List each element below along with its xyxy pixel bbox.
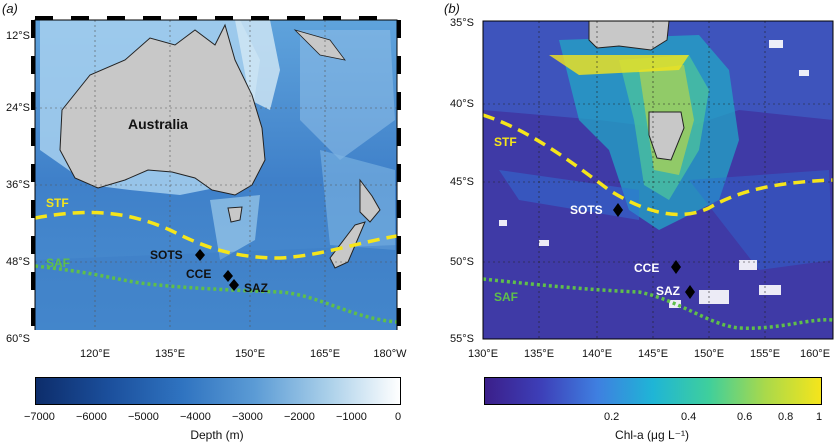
new-zealand	[359, 178, 381, 223]
lon-label-b-4: 150°E	[693, 348, 725, 360]
lon-label-b-3: 145°E	[637, 348, 669, 360]
depth-tick-5: −2000	[284, 411, 315, 423]
depth-tick-0: −7000	[24, 411, 55, 423]
lat-label-a-3: 48°S	[6, 256, 30, 268]
depth-tick-1: −6000	[76, 411, 107, 423]
lon-label-b-0: 130°E	[467, 348, 499, 360]
panel-a-letter: (a)	[2, 1, 18, 16]
saz-station-marker	[229, 279, 239, 291]
chl-tick-2: 0.6	[737, 411, 753, 423]
depth-tick-4: −3000	[232, 411, 263, 423]
chl-tick-1: 0.4	[681, 411, 697, 423]
bathymetry-map	[31, 16, 401, 330]
lon-label-a-0: 120°E	[79, 348, 111, 360]
lon-label-a-1: 135°E	[154, 348, 186, 360]
lat-label-a-0: 12°S	[6, 30, 30, 42]
stf-label-a: STF	[46, 196, 69, 210]
depth-tick-2: −5000	[128, 411, 159, 423]
lon-label-b-2: 140°E	[581, 348, 613, 360]
saz-station-marker-b	[685, 285, 695, 299]
stf-front-line	[35, 210, 397, 260]
lon-label-b-6: 160°E	[799, 348, 831, 360]
station-label-sots-b: SOTS	[570, 203, 603, 217]
mainland-coast	[588, 21, 670, 51]
depth-colorbar	[35, 377, 401, 405]
station-label-saz-a: SAZ	[244, 281, 268, 295]
station-label-saz-b: SAZ	[656, 284, 680, 298]
tasmania	[227, 206, 243, 223]
lat-label-a-4: 60°S	[6, 333, 30, 345]
lat-label-b-0: 35°S	[450, 17, 474, 29]
tasmania-b	[648, 111, 685, 161]
chlorophyll-map	[482, 20, 834, 340]
cce-station-marker-b	[671, 260, 681, 274]
lon-label-a-3: 165°E	[309, 348, 341, 360]
lat-label-b-3: 50°S	[450, 256, 474, 268]
saf-label-a: SAF	[46, 256, 70, 270]
depth-colorbar-title: Depth (m)	[190, 428, 244, 442]
sots-station-marker-b	[613, 203, 623, 217]
chlorophyll-colorbar	[484, 377, 822, 405]
lon-label-a-2: 150°E	[234, 348, 266, 360]
lon-label-a-4: 180°W	[373, 348, 407, 360]
lon-label-b-5: 155°E	[749, 348, 781, 360]
depth-tick-7: 0	[395, 411, 402, 423]
saf-label-b: SAF	[494, 290, 518, 304]
lat-label-b-2: 45°S	[450, 176, 474, 188]
lat-label-b-4: 55°S	[450, 333, 474, 345]
station-label-cce-b: CCE	[634, 261, 660, 275]
station-label-sots-a: SOTS	[150, 248, 183, 262]
lat-label-a-1: 24°S	[6, 102, 30, 114]
saf-front-line-b	[483, 277, 833, 330]
chl-tick-4: 1	[816, 411, 823, 423]
sots-station-marker	[195, 249, 205, 261]
chl-tick-0: 0.2	[604, 411, 620, 423]
australia-landmass	[59, 23, 266, 196]
chl-tick-3: 0.8	[778, 411, 794, 423]
cce-station-marker	[223, 270, 233, 282]
lat-label-a-2: 36°S	[6, 179, 30, 191]
panel-b-letter: (b)	[444, 1, 460, 16]
australia-label: Australia	[128, 116, 188, 132]
stf-label-b: STF	[494, 135, 517, 149]
station-label-cce-a: CCE	[186, 267, 212, 281]
stf-front-line-b	[483, 113, 833, 217]
depth-tick-6: −1000	[336, 411, 367, 423]
depth-tick-3: −4000	[180, 411, 211, 423]
chlorophyll-colorbar-title: Chl-a (μg L⁻¹)	[615, 428, 689, 442]
lon-label-b-1: 135°E	[523, 348, 555, 360]
lat-label-b-1: 40°S	[450, 98, 474, 110]
saf-front-line	[35, 264, 397, 324]
